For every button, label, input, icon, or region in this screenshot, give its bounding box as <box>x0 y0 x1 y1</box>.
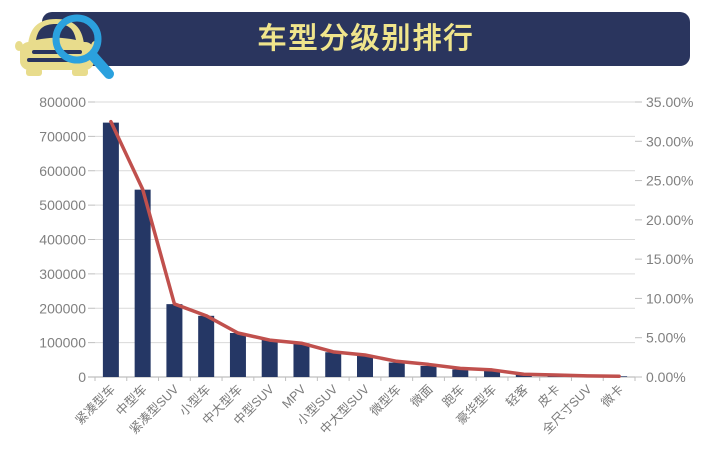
right-axis-tick-label: 20.00% <box>646 212 693 228</box>
line-series <box>109 119 621 378</box>
bar <box>325 352 342 377</box>
left-axis-tick-label: 700000 <box>39 128 86 144</box>
right-axis-tick-label: 10.00% <box>646 290 693 306</box>
bar <box>166 304 183 377</box>
left-axis-tick-label: 500000 <box>39 197 86 213</box>
bar <box>420 366 437 377</box>
left-axis-tick-label: 200000 <box>39 300 86 316</box>
right-axis-tick-label: 25.00% <box>646 173 693 189</box>
car-search-badge <box>15 14 114 79</box>
bar <box>452 369 469 377</box>
bar <box>388 362 405 377</box>
right-axis-tick-label: 0.00% <box>646 369 686 385</box>
right-axis-tick-label: 15.00% <box>646 251 693 267</box>
right-axis-tick-label: 5.00% <box>646 330 686 346</box>
left-axis-tick-label: 800000 <box>39 94 86 110</box>
x-axis-label: 微面 <box>408 382 436 410</box>
bar <box>134 189 151 377</box>
bar <box>484 370 501 377</box>
bar <box>102 122 119 377</box>
bar <box>229 333 246 377</box>
left-axis-tick-label: 300000 <box>39 266 86 282</box>
x-axis-label: 微卡 <box>599 382 627 410</box>
right-axis-tick-label: 35.00% <box>646 94 693 110</box>
bar <box>357 355 373 377</box>
x-axis-label: 轻客 <box>503 381 532 410</box>
bar <box>261 339 278 377</box>
left-axis-tick-label: 400000 <box>39 232 86 248</box>
page-title: 车型分级别排行 <box>257 23 475 55</box>
bar <box>293 343 310 377</box>
x-axis-label: 皮卡 <box>535 382 563 410</box>
x-axis-label: 微型车 <box>367 382 404 419</box>
car-icon <box>15 19 99 76</box>
magnifier-icon <box>52 14 114 79</box>
title-banner: 车型分级别排行 <box>42 12 690 66</box>
left-axis-tick-label: 0 <box>78 369 86 385</box>
left-axis-tick-label: 100000 <box>39 335 86 351</box>
x-axis-label: 紧凑型车 <box>72 382 118 428</box>
x-axis-label: 跑车 <box>439 382 467 410</box>
bar <box>198 315 215 377</box>
chart-canvas: 800000 700000 600000 500000 400000 300000 2000… <box>39 94 693 437</box>
right-axis-tick-label: 30.00% <box>646 133 693 149</box>
left-axis-tick-label: 600000 <box>39 163 86 179</box>
